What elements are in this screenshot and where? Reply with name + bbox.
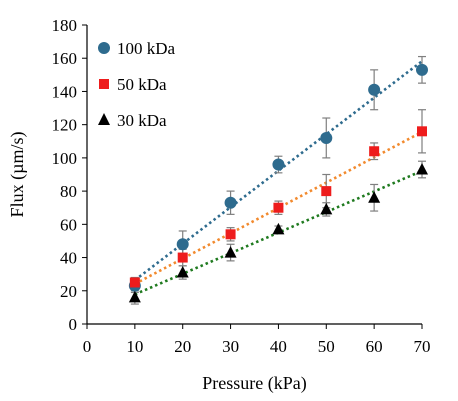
y-tick-label: 160 [52, 49, 78, 68]
legend-marker-circle [98, 42, 110, 54]
data-point-triangle [272, 222, 285, 235]
y-tick-label: 180 [52, 16, 78, 35]
data-point-circle [368, 83, 381, 96]
x-tick-label: 0 [83, 337, 92, 356]
y-tick-label: 100 [52, 149, 78, 168]
y-tick-label: 120 [52, 116, 78, 135]
data-point-square [225, 229, 236, 240]
x-tick-label: 70 [414, 337, 431, 356]
data-point-circle [272, 158, 285, 171]
legend-label: 30 kDa [117, 111, 167, 130]
axes: 0 20 40 60 80 100 120 140 160 180 0 10 20 30 40 50 60 70 [52, 16, 431, 356]
legend: 100 kDa 50 kDa 30 kDa [98, 39, 176, 130]
y-tick-label: 60 [60, 215, 77, 234]
data-point-square [129, 277, 140, 288]
y-tick-label: 140 [52, 82, 78, 101]
legend-marker-triangle [98, 113, 110, 125]
data-point-triangle [224, 246, 237, 258]
data-point-square [177, 252, 188, 263]
x-tick-label: 40 [270, 337, 287, 356]
data-point-square [273, 202, 284, 213]
x-tick-label: 10 [126, 337, 143, 356]
x-tick-label: 60 [366, 337, 383, 356]
y-tick-label: 40 [60, 249, 77, 268]
data-point-square [417, 126, 427, 137]
y-tick-label: 0 [69, 315, 78, 334]
x-tick-label: 50 [318, 337, 335, 356]
x-tick-label: 30 [222, 337, 239, 356]
x-tick-label: 20 [174, 337, 191, 356]
data-point-square [321, 186, 332, 197]
y-tick-label: 80 [60, 182, 77, 201]
error-bars [130, 55, 426, 305]
data-point-square [369, 146, 380, 157]
data-point-triangle [368, 191, 381, 203]
legend-marker-square [99, 79, 109, 89]
data-point-triangle [176, 266, 189, 278]
data-point-triangle [128, 290, 141, 303]
data-points [128, 63, 428, 303]
data-point-circle [320, 131, 333, 144]
data-point-triangle [416, 163, 428, 175]
y-tick-label: 20 [60, 282, 77, 301]
y-axis-title: Flux (µm/s) [7, 132, 28, 218]
legend-label: 100 kDa [117, 39, 176, 58]
data-point-circle [176, 238, 189, 251]
data-point-triangle [320, 202, 333, 215]
data-point-circle [416, 63, 428, 76]
data-point-circle [224, 196, 237, 209]
x-axis-title: Pressure (kPa) [202, 373, 306, 394]
legend-label: 50 kDa [117, 75, 167, 94]
